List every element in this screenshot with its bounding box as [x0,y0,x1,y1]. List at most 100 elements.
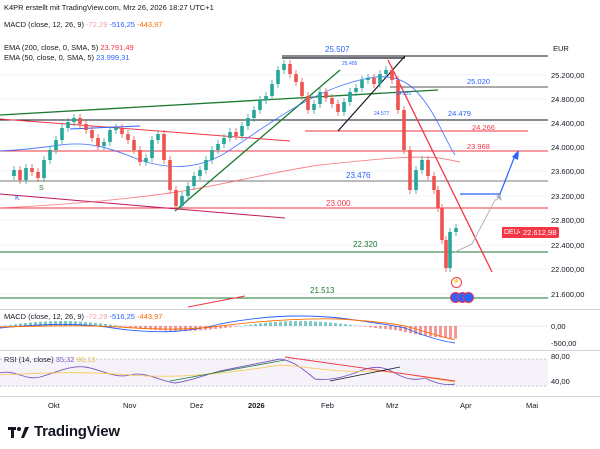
tradingview-logo[interactable]: TradingView [8,423,120,440]
candle-body [330,98,334,104]
ema200-legend[interactable]: EMA (200, close, 0, SMA, 5) 23.791,49 [4,43,134,52]
candle-body [282,64,286,70]
macd-histogram-bar [449,326,452,339]
marker-k: K [15,195,20,202]
candle-body [72,118,76,122]
ema50-legend-label: EMA (50, close, 0, SMA, 5) [4,53,95,62]
macd-y-tick: 0,00 [551,322,566,331]
rsi-pane-value-2: 36,13 [76,355,96,364]
macd-histogram-bar [264,322,267,326]
candle-body [312,104,316,110]
candle-body [96,138,100,146]
support-resistance-levels [0,55,548,299]
macd-legend[interactable]: MACD (close, 12, 26, 9) -72,29 -516,25 -… [4,20,162,29]
macd-histogram-bar [309,321,312,326]
candle-body [396,80,400,110]
candle-body [24,168,28,180]
candle-body [240,126,244,136]
y-tick: 24.400,00 [551,119,585,128]
candle-body [408,150,412,190]
candle-body [444,240,448,268]
macd-histogram-bar [424,326,427,336]
price-chart[interactable]: S K [0,0,548,310]
macd-legend-value-2: -516,25 [109,20,135,29]
y-tick: 24.000,00 [551,143,585,152]
candle-body [114,128,118,130]
flash-event-icon[interactable]: ⚡ [451,277,462,288]
macd-histogram-bar [349,324,352,326]
candle-body [138,150,142,162]
macd-histogram-bar [64,321,67,326]
macd-histogram-bar [259,323,262,326]
candle-body [192,176,196,186]
macd-histogram-bar [149,326,152,330]
rsi-line [0,358,456,386]
macd-histogram-bar [314,321,317,326]
candle-body [258,100,262,110]
candle-body [318,92,322,104]
y-tick: 22.800,00 [551,216,585,225]
small-level-label-1: 25.405 [342,61,358,67]
candle-body [324,92,328,98]
event-dot-icon[interactable] [463,292,474,303]
macd-histogram-bar [289,321,292,326]
candle-body [420,160,424,170]
macd-signal-line [0,318,456,341]
macd-histogram-bar [24,323,27,326]
macd-legend-value-1: -72,29 [86,20,108,29]
candle-body [186,186,190,196]
macd-histogram-bar [439,326,442,338]
macd-histogram-bar [29,322,32,326]
candle-body [180,196,184,206]
candle-body [30,168,34,172]
candle-body [264,96,268,100]
macd-chart[interactable] [0,310,548,350]
macd-histogram-bar [339,323,342,326]
macd-histogram-bar [44,321,47,326]
macd-histogram-bar [244,325,247,326]
macd-histogram-bar [49,321,52,326]
macd-histogram-bar [114,325,117,326]
red-lower-trendline [187,295,246,308]
macd-histogram-bar [14,324,17,326]
candles [12,60,458,272]
x-tick: Dez [190,401,204,410]
pane-separator[interactable] [0,309,600,310]
candle-body [402,110,406,150]
candle-body [162,134,166,160]
macd-histogram-bar [119,325,122,327]
candle-body [84,124,88,130]
red-steep-trendline [387,59,493,273]
macd-histogram-bar [454,326,457,339]
candle-body [210,150,214,160]
ema50-legend-value: 23.999,31 [96,53,130,62]
candle-body [48,150,52,160]
candle-body [276,70,280,84]
rsi-chart[interactable] [0,351,548,396]
x-tick: 2026 [248,401,265,410]
macd-pane-value-3: -443,97 [137,312,163,321]
candle-body [132,140,136,150]
ema200-line [0,156,461,209]
symbol-badge[interactable]: DEU40 [502,227,529,238]
macd-histogram-bar [399,326,402,332]
macd-histogram-bar [389,326,392,330]
projection-blue [460,152,517,195]
ema50-legend[interactable]: EMA (50, close, 0, SMA, 5) 23.999,31 [4,53,130,62]
ema50-line [0,76,456,168]
rsi-pane-value-1: 35,32 [55,355,75,364]
rsi-y-tick: 80,00 [551,352,570,361]
macd-histogram-bar [214,326,217,330]
level-label-21513: 21.513 [310,286,335,295]
macd-histogram-bar [169,326,172,331]
macd-legend-value-3: -443,97 [137,20,163,29]
level-label-24266: 24.266 [472,123,495,132]
rsi-pane-legend[interactable]: RSI (14, close) 35,32 36,13 [4,355,95,364]
macd-histogram-bar [344,324,347,326]
x-tick: Nov [123,401,137,410]
macd-pane-legend[interactable]: MACD (close, 12, 26, 9) -72,29 -516,25 -… [4,312,162,321]
macd-histogram-bar [209,326,212,330]
macd-histogram-bar [154,326,157,330]
pane-separator[interactable] [0,350,600,351]
candle-body [300,82,304,96]
